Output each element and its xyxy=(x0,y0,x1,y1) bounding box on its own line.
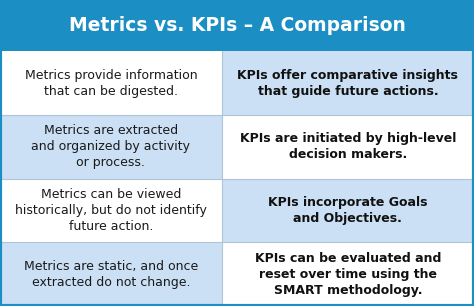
Text: Metrics are static, and once
extracted do not change.: Metrics are static, and once extracted d… xyxy=(24,260,198,289)
Bar xyxy=(222,51,474,115)
Bar xyxy=(0,51,222,115)
Bar xyxy=(222,115,474,179)
Text: Metrics provide information
that can be digested.: Metrics provide information that can be … xyxy=(25,69,197,98)
Bar xyxy=(0,0,474,51)
Text: KPIs are initiated by high-level
decision makers.: KPIs are initiated by high-level decisio… xyxy=(240,132,456,161)
Text: Metrics are extracted
and organized by activity
or process.: Metrics are extracted and organized by a… xyxy=(31,124,191,170)
Bar xyxy=(0,179,222,242)
Text: KPIs can be evaluated and
reset over time using the
SMART methodology.: KPIs can be evaluated and reset over tim… xyxy=(255,252,441,297)
Text: KPIs incorporate Goals
and Objectives.: KPIs incorporate Goals and Objectives. xyxy=(268,196,428,225)
Bar xyxy=(222,179,474,242)
Text: Metrics vs. KPIs – A Comparison: Metrics vs. KPIs – A Comparison xyxy=(69,16,405,35)
Bar xyxy=(0,242,222,306)
Text: Metrics can be viewed
historically, but do not identify
future action.: Metrics can be viewed historically, but … xyxy=(15,188,207,233)
Bar xyxy=(222,242,474,306)
Text: KPIs offer comparative insights
that guide future actions.: KPIs offer comparative insights that gui… xyxy=(237,69,458,98)
Bar xyxy=(0,115,222,179)
